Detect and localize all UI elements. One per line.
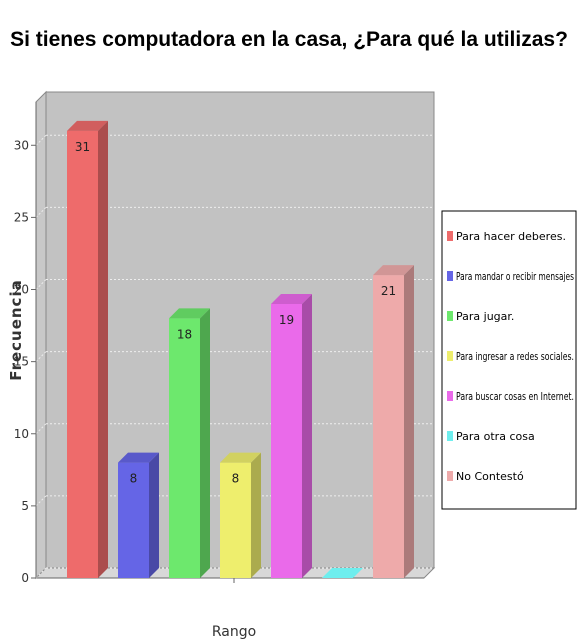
x-axis-label: Rango	[212, 624, 256, 640]
legend-item: No Contestó	[447, 470, 524, 483]
data-label: 31	[75, 140, 90, 154]
bar: 8	[220, 452, 261, 578]
legend: Para hacer deberes. Para mandar o recibir…	[447, 230, 574, 483]
bar-top	[220, 452, 261, 463]
legend-label: No Contestó	[456, 470, 524, 483]
bar-top	[271, 293, 312, 304]
gridlines	[35, 134, 434, 579]
bar: 31	[67, 120, 108, 579]
legend-label: Para jugar.	[456, 310, 514, 323]
legend-item: Para jugar.	[447, 310, 514, 323]
legend-swatch	[447, 231, 453, 241]
legend-label: Para buscar cosas en Internet.	[456, 390, 574, 403]
legend-swatch	[447, 271, 453, 281]
bar-top	[67, 120, 108, 131]
bar: 21	[373, 265, 414, 578]
bar-top	[118, 452, 159, 463]
bar-top	[169, 308, 210, 319]
legend-item: Para otra cosa	[447, 430, 535, 443]
plot-left-wall	[35, 90, 47, 580]
data-label: 8	[130, 472, 138, 486]
bar-front	[271, 303, 302, 578]
legend-item: Para ingresar a redes sociales.	[447, 350, 574, 363]
bar-side	[404, 265, 414, 578]
legend-label: Para mandar o recibir mensajes	[456, 270, 574, 283]
legend-swatch	[447, 431, 453, 441]
data-label: 19	[279, 313, 294, 327]
bar-top	[322, 568, 363, 578]
bar-side	[251, 452, 261, 578]
y-axis: 0 5 10 15 20 25 30	[14, 102, 37, 585]
bar: 18	[169, 308, 210, 578]
y-tick-label: 20	[14, 283, 29, 297]
y-tick-label: 15	[14, 355, 29, 369]
legend-swatch	[447, 471, 453, 481]
bar-side	[200, 308, 210, 578]
data-label: 18	[177, 327, 192, 341]
bar: 8	[118, 452, 159, 578]
bar-side	[149, 452, 159, 578]
chart-title: Si tienes computadora en la casa, ¿Para …	[10, 28, 568, 51]
legend-swatch	[447, 391, 453, 401]
legend-label: Para otra cosa	[456, 430, 535, 443]
legend-item: Para mandar o recibir mensajes	[447, 270, 574, 283]
bar-side	[98, 120, 108, 579]
data-label: 8	[232, 472, 240, 486]
bar-front	[220, 462, 251, 578]
y-axis-label: Frecuencia	[7, 279, 25, 380]
legend-item: Para buscar cosas en Internet.	[447, 390, 574, 403]
bar-front	[373, 275, 404, 578]
legend-label: Para hacer deberes.	[456, 230, 566, 243]
bar-front	[118, 462, 149, 578]
data-label: 21	[381, 284, 396, 298]
bars: 31 8 18 8 19 21	[67, 120, 414, 579]
bar: 19	[271, 293, 312, 578]
bar-front	[67, 130, 98, 578]
y-tick-label: 10	[14, 427, 29, 441]
bar	[322, 568, 363, 578]
bar-front	[169, 318, 200, 578]
y-tick-label: 5	[21, 499, 29, 513]
legend-swatch	[447, 351, 453, 361]
legend-label: Para ingresar a redes sociales.	[456, 350, 574, 363]
y-tick-label: 30	[14, 138, 29, 152]
y-tick-label: 25	[14, 210, 29, 224]
bar-side	[302, 293, 312, 578]
legend-box	[441, 210, 577, 510]
y-tick-label: 0	[21, 571, 29, 585]
bar-top	[373, 265, 414, 276]
legend-item: Para hacer deberes.	[447, 230, 566, 243]
legend-swatch	[447, 311, 453, 321]
